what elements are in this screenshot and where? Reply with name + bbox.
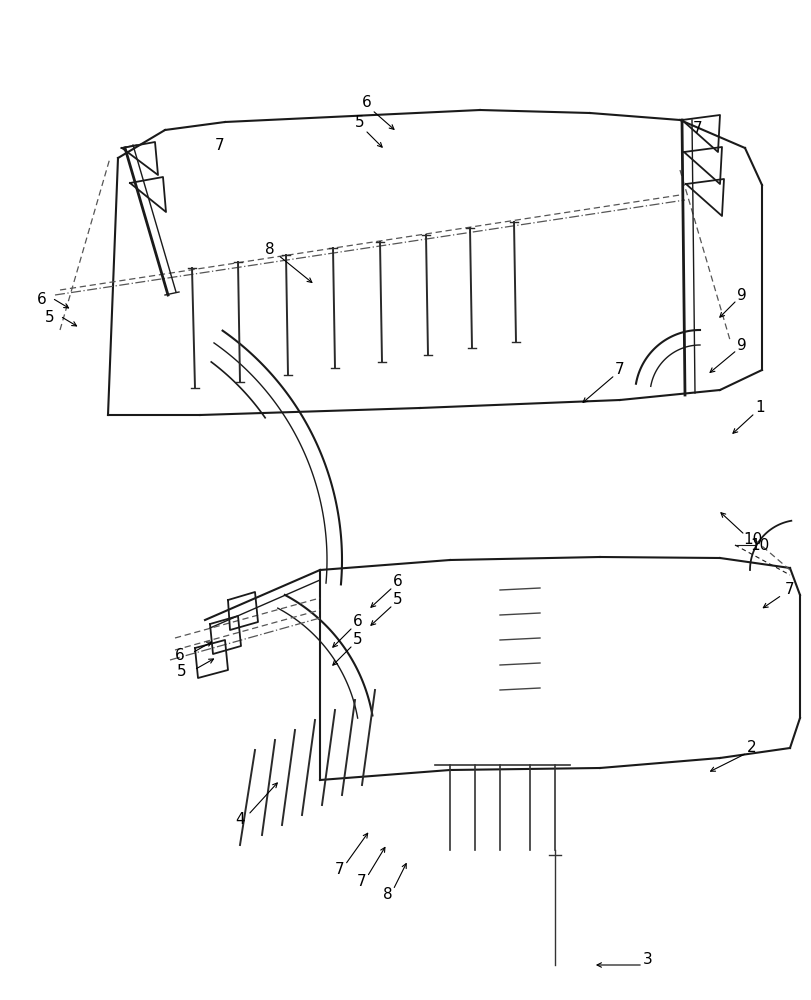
Text: 6: 6: [353, 614, 363, 630]
Text: 8: 8: [265, 242, 274, 257]
Text: 7: 7: [335, 862, 345, 878]
Text: 5: 5: [353, 632, 363, 648]
Text: 3: 3: [642, 952, 652, 967]
Text: 6: 6: [362, 95, 371, 110]
Text: 6: 6: [175, 648, 185, 662]
Text: 5: 5: [354, 115, 364, 130]
Text: 10: 10: [742, 532, 762, 548]
Text: 9: 9: [736, 288, 746, 302]
Text: 7: 7: [784, 582, 794, 597]
Text: 7: 7: [615, 362, 624, 377]
Text: 7: 7: [693, 121, 702, 136]
Text: 5: 5: [177, 664, 187, 680]
Text: 6: 6: [393, 574, 402, 589]
Text: 5: 5: [393, 592, 402, 607]
Text: 8: 8: [383, 888, 393, 902]
Text: 5: 5: [45, 310, 55, 326]
Text: 7: 7: [357, 874, 367, 890]
Text: 1: 1: [754, 400, 764, 416]
Text: 4: 4: [235, 812, 244, 827]
Text: 7: 7: [215, 138, 225, 153]
Text: 2: 2: [746, 740, 756, 756]
Text: 9: 9: [736, 338, 746, 353]
Text: 10: 10: [749, 538, 769, 552]
Text: 6: 6: [37, 292, 47, 308]
